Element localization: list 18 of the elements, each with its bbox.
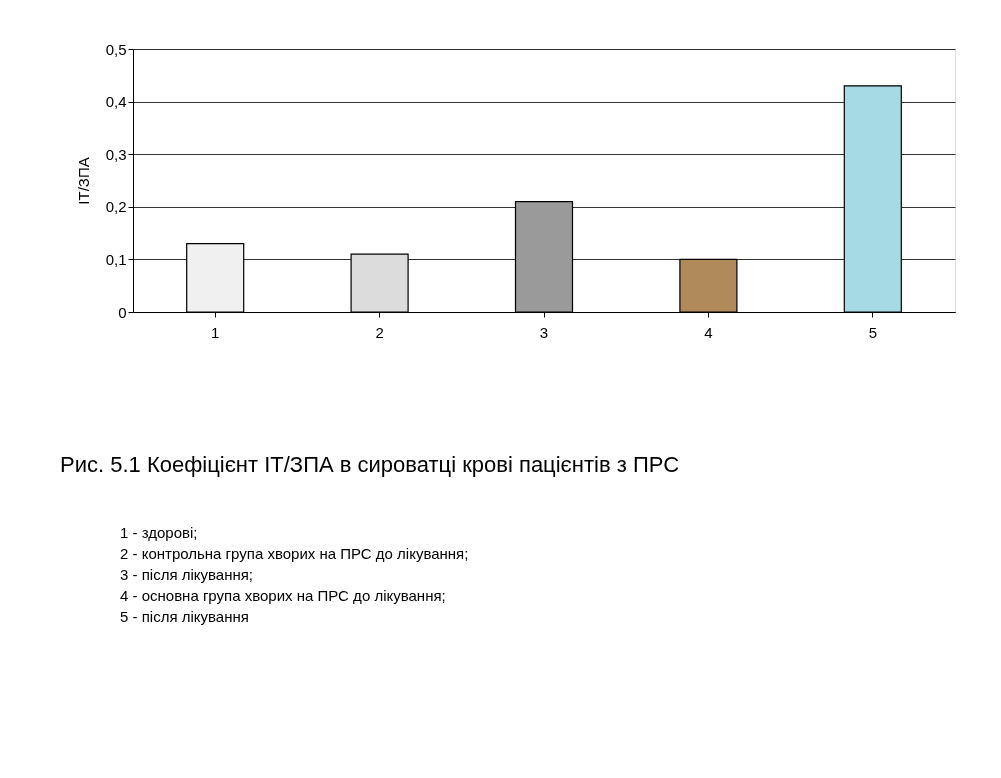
text: 5 - після лікування	[120, 607, 249, 625]
y-tick-label: 0	[118, 303, 127, 321]
text: Рис. 5.1 Коефіцієнт ІТ/ЗПА в сироватці крові пацієнтів з ПРС	[60, 452, 680, 477]
x-tick-label: 1	[211, 323, 220, 341]
x-tick-label: 2	[375, 323, 384, 341]
x-tick-label: 3	[539, 323, 549, 341]
y-tick-label: 0,4	[105, 93, 127, 111]
y-tick-label: 0,3	[105, 145, 127, 163]
text: 4 - основна група хворих на ПРС до лікування;	[120, 586, 446, 604]
y-axis-title: ІТ/ЗПА	[74, 157, 92, 205]
text: 3 - після лікування;	[120, 566, 253, 583]
x-tick-label: 5	[868, 323, 877, 341]
y-tick-label: 0,2	[105, 198, 127, 216]
y-tick-label: 0,1	[105, 250, 127, 268]
y-tick-label: 0,5	[105, 40, 127, 58]
x-tick-label: 4	[704, 323, 713, 341]
text: 1 - здорові;	[120, 524, 198, 542]
text: 2 - контрольна група хворих на ПРС до лікування;	[120, 545, 469, 563]
